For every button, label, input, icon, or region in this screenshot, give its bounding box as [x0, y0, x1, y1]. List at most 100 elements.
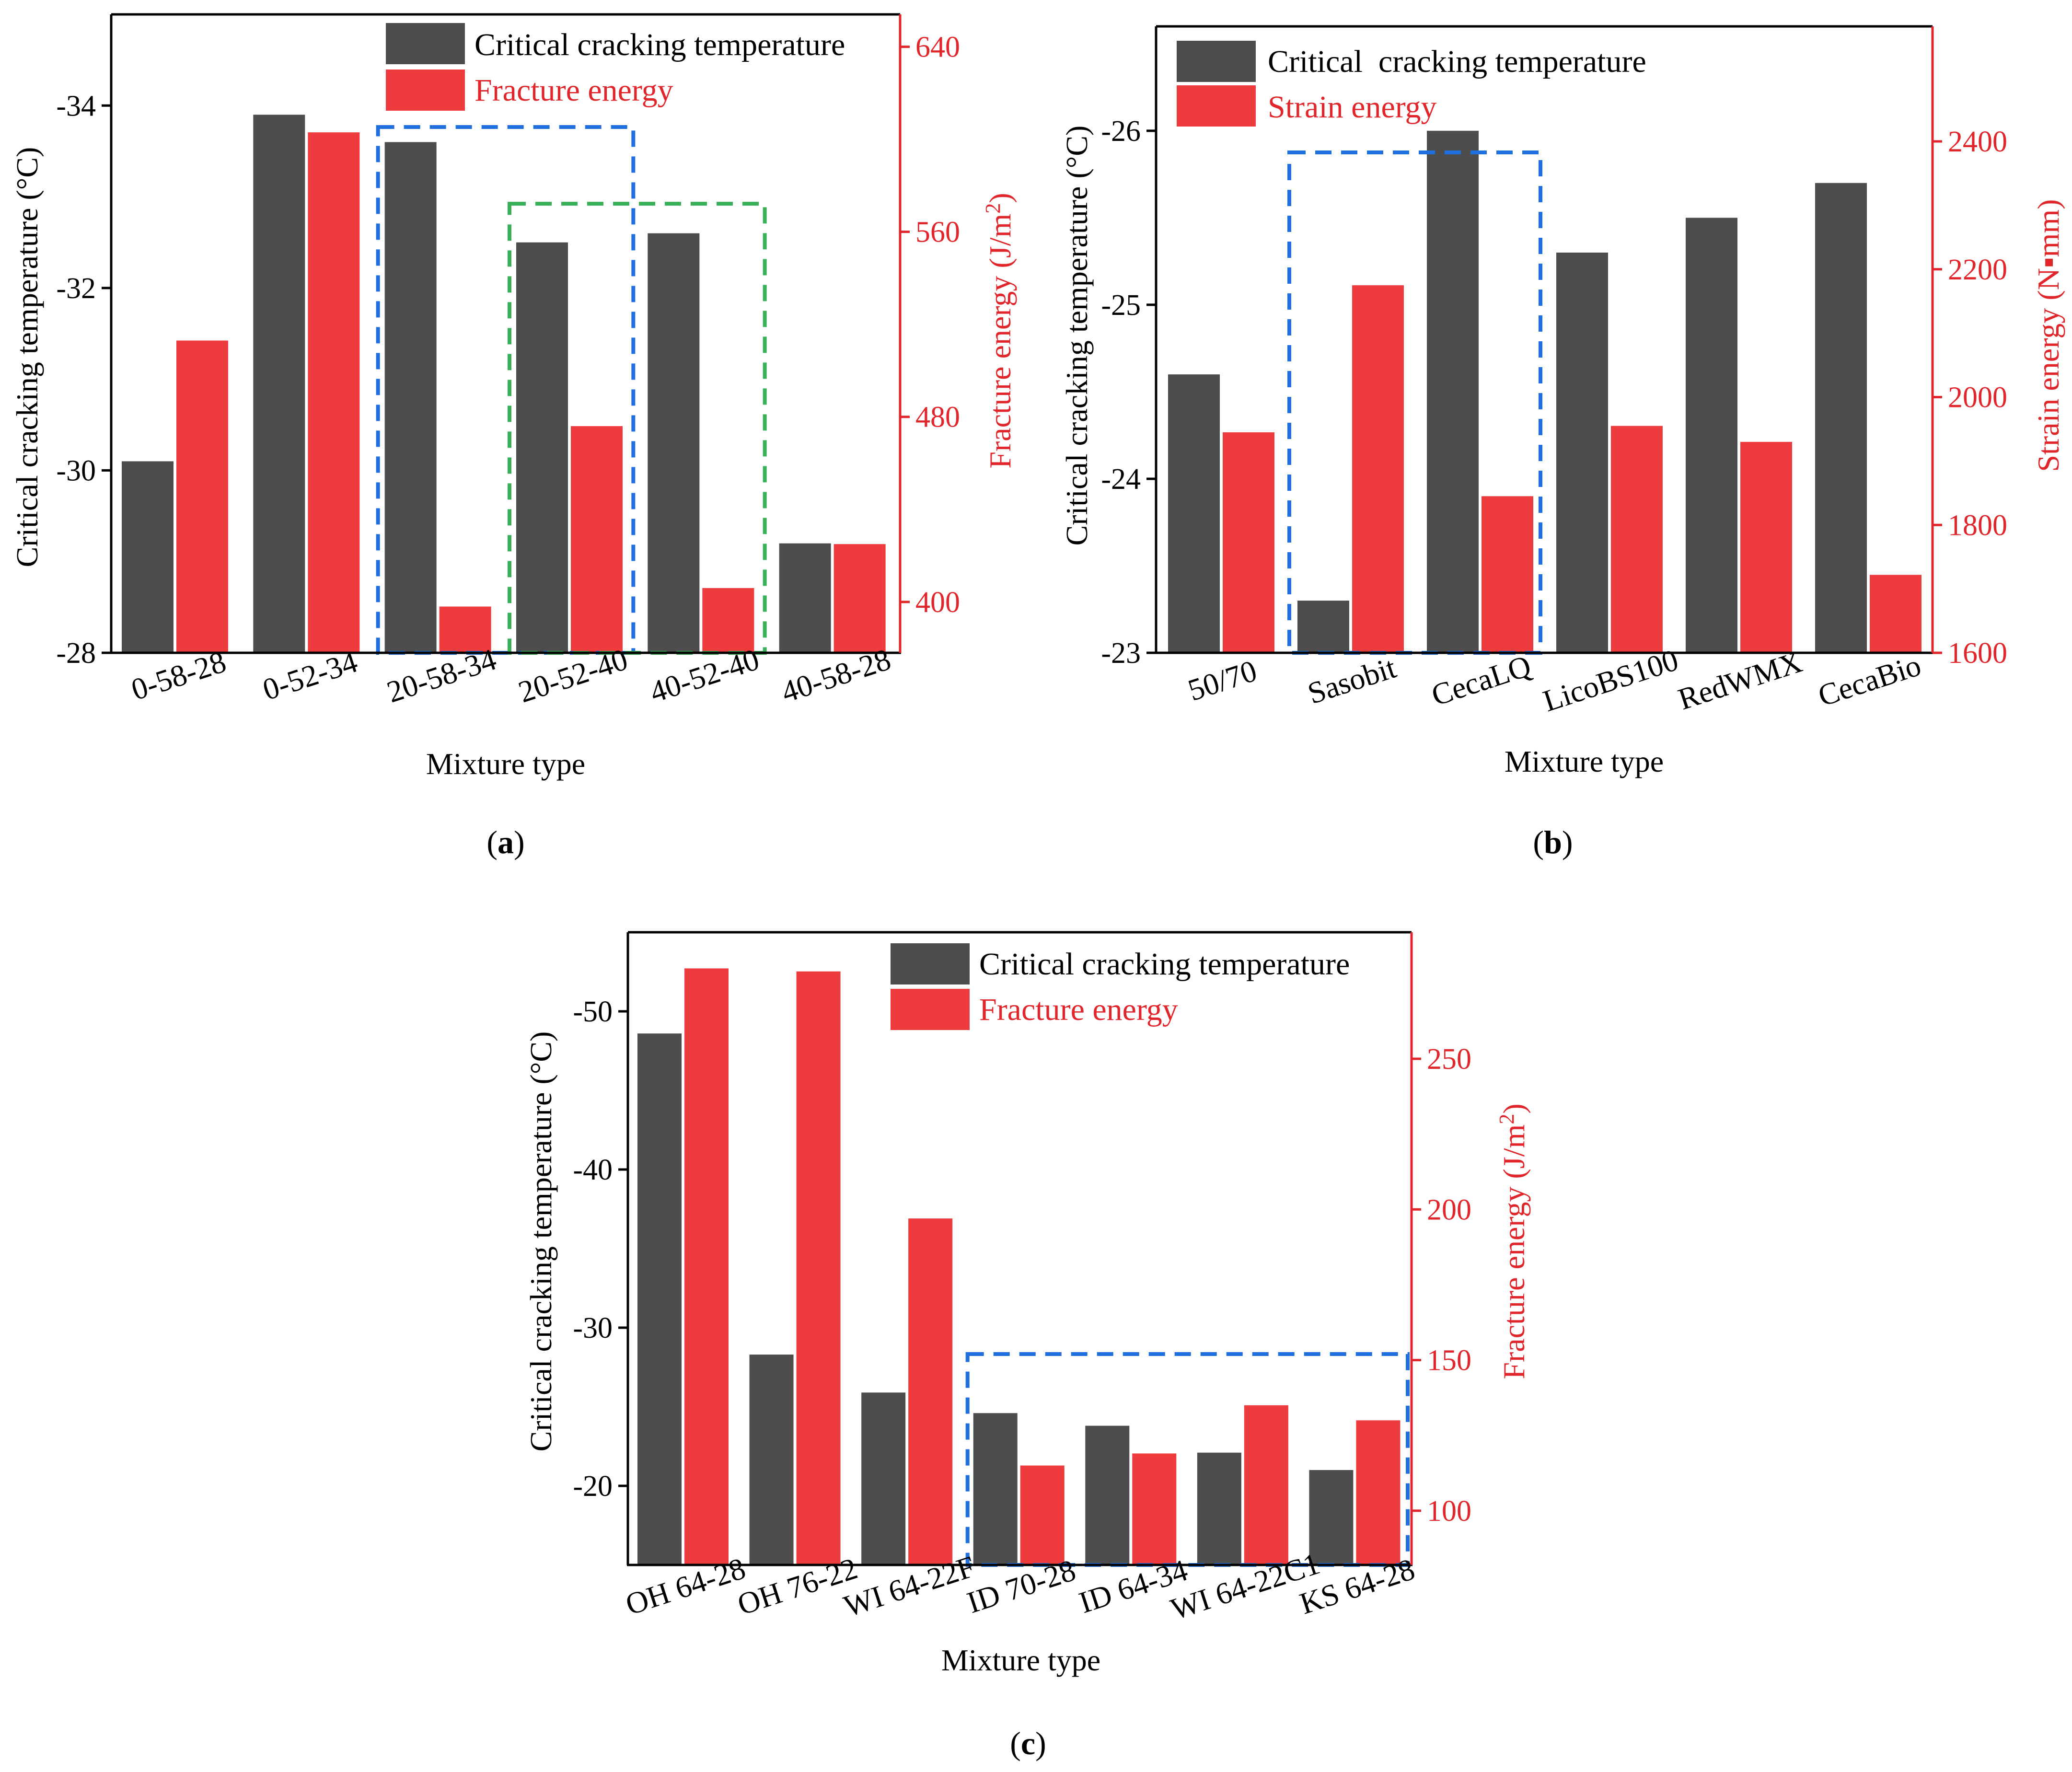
panel-a-legend-temperature: Critical cracking temperature	[475, 27, 845, 62]
panel-b-legend-energy: Strain energy	[1268, 90, 1437, 125]
panel-c-x-title: Mixture type	[941, 1643, 1100, 1677]
panel-b-energy-bar	[1611, 426, 1663, 653]
panel-b-y-left-tick-label: -25	[1101, 289, 1141, 322]
panel-a-y-left-title: Critical cracking temperature (°C)	[10, 147, 44, 568]
panel-a-y-right-tick-label: 560	[915, 216, 960, 249]
panel-a-energy-bar	[176, 340, 228, 653]
panel-c-bars	[637, 968, 1401, 1565]
panel-b-energy-bar	[1740, 441, 1792, 653]
panel-a-legend-energy: Fracture energy	[475, 73, 673, 108]
panel-a-energy-bar	[439, 606, 491, 653]
panel-b-legend-swatch-temperature	[1177, 41, 1256, 82]
panel-a-x-title: Mixture type	[426, 747, 585, 781]
panel-c-temperature-bar	[1309, 1470, 1354, 1565]
panel-c-energy-bar	[1020, 1465, 1065, 1565]
panel-a-legend-swatch-energy	[386, 69, 465, 111]
panel-c-y-right-tick-label: 200	[1427, 1193, 1471, 1226]
panel-c-axes	[626, 931, 1413, 1566]
panel-a-y-left-tick-label: -30	[56, 454, 96, 487]
panel-a-temperature-bar	[779, 543, 831, 653]
panel-c-legend-energy: Fracture energy	[979, 992, 1178, 1027]
panel-c-temperature-bar	[973, 1413, 1018, 1565]
panel-c-y-right-tick-label: 150	[1427, 1344, 1471, 1377]
panel-b-label: (b)	[1533, 824, 1573, 860]
panel-b-y-right-tick-label: 1600	[1948, 637, 2007, 670]
panel-b-energy-bar	[1352, 285, 1404, 653]
panel-a-legend-swatch-temperature	[386, 23, 465, 64]
panel-a-energy-bar	[702, 588, 754, 653]
panel-a-y-right-tick-label: 480	[915, 401, 960, 434]
panel-c-y-right-tick-label: 100	[1427, 1495, 1471, 1528]
panel-b-temperature-bar	[1556, 252, 1608, 653]
panel-b-temperature-bar	[1686, 218, 1737, 653]
panel-c-y-right-tick-label: 250	[1427, 1043, 1471, 1076]
panel-c-energy-bar	[1244, 1405, 1288, 1565]
panel-c-legend-temperature: Critical cracking temperature	[979, 947, 1350, 982]
panel-a-axes	[110, 13, 902, 654]
panel-a-y-left-tick-label: -34	[56, 90, 96, 122]
panel-b-y-right-tick-label: 1800	[1948, 509, 2007, 542]
panel-b-temperature-bar	[1297, 601, 1349, 653]
panel-c-y-left-title: Critical cracking temperature (°C)	[524, 1031, 558, 1452]
panel-a-y-right-tick-label: 400	[915, 586, 960, 619]
panel-b-letter: b	[1544, 824, 1562, 860]
panel-c-y-left-tick-label: -50	[573, 996, 613, 1028]
panel-b-y-right-tick-label: 2200	[1948, 254, 2007, 286]
panel-b-y-left-tick-label: -24	[1101, 463, 1141, 496]
panel-a-ticks: -28 -30 -32 -34 400 480 560 640	[56, 31, 960, 670]
panel-a-temperature-bar	[384, 142, 437, 653]
panel-a-label: (a)	[486, 824, 524, 860]
panel-b-y-left-tick-label: -23	[1101, 637, 1141, 670]
panel-b-y-left-title: Critical cracking temperature (°C)	[1060, 126, 1094, 546]
panel-c-highlight-boxes	[965, 1352, 1410, 1567]
panel-a-y-right-tick-label: 640	[915, 31, 960, 64]
panel-b-energy-bar	[1482, 496, 1533, 653]
panel-b-legend-temperature: Critical cracking temperature	[1268, 44, 1646, 79]
panel-a-energy-bar	[308, 132, 360, 653]
panel-b-y-left-tick-label: -26	[1101, 115, 1141, 148]
panel-c-y-right-title: Fracture energy (J/m2)	[1495, 1103, 1531, 1379]
panel-b-temperature-bar	[1815, 183, 1867, 653]
panel-b-bars	[1168, 130, 1922, 653]
panel-b-highlight-box-blue	[1287, 151, 1542, 655]
panel-c-temperature-bar	[637, 1033, 682, 1565]
panel-a-y-left-tick-label: -32	[56, 272, 96, 305]
panel-c-energy-bar	[908, 1218, 953, 1565]
panel-c-letter: c	[1021, 1725, 1035, 1761]
panel-b-ticks: -23 -24 -25 -26 1600 1800 2000 2200 2400	[1101, 115, 2007, 670]
panel-a-temperature-bar	[253, 115, 305, 653]
panel-a-temperature-bar	[516, 242, 568, 653]
panel-b-temperature-bar	[1427, 130, 1479, 653]
panel-c-ticks: -20 -30 -40 -50 100 150 200 250	[573, 996, 1471, 1528]
panel-a-letter: a	[498, 824, 514, 860]
panel-a-energy-bar	[833, 544, 886, 653]
panel-b-temperature-bar	[1168, 374, 1220, 653]
panel-b-energy-bar	[1223, 432, 1274, 653]
panel-c-temperature-bar	[749, 1355, 794, 1565]
panel-c-temperature-bar	[1085, 1425, 1130, 1565]
panel-b-x-title: Mixture type	[1505, 744, 1664, 778]
panel-b-y-right-tick-label: 2000	[1948, 382, 2007, 414]
panel-c-y-left-tick-label: -40	[573, 1154, 613, 1186]
panel-a-y-left-tick-label: -28	[56, 637, 96, 670]
panel-a-y-right-title: Fracture energy (J/m2)	[981, 193, 1017, 468]
panel-a-bars	[122, 115, 886, 653]
panel-c-legend-swatch-temperature	[891, 943, 970, 984]
panel-b-y-right-tick-label: 2400	[1948, 126, 2007, 158]
panel-a-temperature-bar	[648, 233, 700, 653]
panel-b-y-right-title: Strain energy (N▪mm)	[2031, 199, 2065, 472]
panel-c-temperature-bar	[861, 1392, 906, 1565]
panel-b-energy-bar	[1870, 575, 1922, 653]
panel-c-energy-bar	[684, 968, 729, 1565]
panel-c-label: (c)	[1010, 1725, 1046, 1761]
panel-c-temperature-bar	[1197, 1452, 1241, 1565]
panel-c-y-left-tick-label: -20	[573, 1470, 613, 1503]
panel-b-legend-swatch-energy	[1177, 85, 1256, 127]
panel-c-energy-bar	[1356, 1420, 1401, 1565]
panel-c-highlight-box-blue	[965, 1352, 1410, 1567]
panel-b-highlight-boxes	[1287, 151, 1542, 655]
panel-c-energy-bar	[796, 971, 841, 1565]
